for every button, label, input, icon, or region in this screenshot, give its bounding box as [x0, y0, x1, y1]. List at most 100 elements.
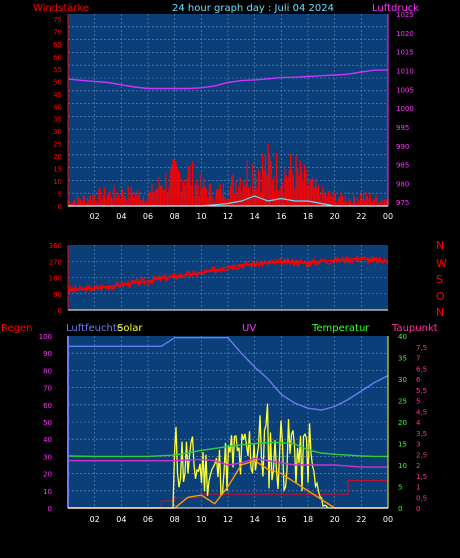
x-tick-label: 22: [356, 212, 366, 221]
dir-letter-n-bottom: N: [436, 306, 444, 319]
wind-y-tick-label: 50: [53, 78, 62, 86]
panel-wind-series: [67, 69, 388, 207]
wind-y-tick-label: 40: [53, 103, 62, 111]
uv-y-tick-label: 1,5: [416, 473, 427, 481]
temperature-y-tick-label: 10: [398, 462, 407, 470]
pressure-y-tick-label: 1025: [396, 11, 414, 19]
panel-direction-series: [67, 253, 389, 294]
dir-letter-s: S: [436, 273, 443, 286]
x-tick-label: 08: [170, 515, 180, 524]
panel-direction-axes: 0 90 180 270 360: [49, 242, 388, 315]
humidity-y-tick-label: 70: [43, 385, 52, 393]
wind-y-tick-label: 70: [53, 28, 62, 36]
pressure-axis-title: Luftdruck: [372, 3, 419, 14]
panel-climate-axes: 0102030405060708090100051015202530354000…: [39, 333, 428, 524]
humidity-y-tick-label: 30: [43, 453, 52, 461]
wind-y-tick-label: 35: [53, 116, 62, 124]
pressure-y-tick-label: 975: [396, 199, 409, 207]
wind-direction-trend: [67, 257, 389, 291]
temperature-y-tick-label: 5: [398, 484, 402, 492]
temperature-y-tick-label: 20: [398, 419, 407, 427]
direction-y-tick-label: 270: [49, 258, 62, 266]
wind-y-tick-label: 45: [53, 91, 62, 99]
wind-y-tick-label: 5: [58, 191, 62, 199]
rain-axis-title: Regen: [1, 323, 33, 334]
panel-climate-grid: [68, 336, 388, 508]
uv-y-tick-label: 7,5: [416, 344, 427, 352]
uv-y-tick-label: 4: [416, 419, 421, 427]
humidity-y-tick-label: 90: [43, 350, 52, 358]
temperature-y-tick-label: 0: [398, 505, 402, 513]
pressure-y-tick-label: 990: [396, 143, 409, 151]
temperature-y-tick-label: 35: [398, 355, 407, 363]
x-tick-label: 02: [90, 212, 100, 221]
uv-y-tick-label: 2: [416, 462, 420, 470]
dir-letter-n-top: N: [436, 239, 444, 252]
pressure-y-tick-label: 985: [396, 162, 409, 170]
wind-y-tick-label: 20: [53, 153, 62, 161]
x-tick-label: 12: [223, 212, 233, 221]
uv-axis-title: UV: [242, 323, 256, 334]
wind-direction-letters: N W S O N: [436, 239, 447, 319]
wind-y-tick-label: 30: [53, 128, 62, 136]
x-tick-label: 18: [303, 515, 313, 524]
wind-y-tick-label: 60: [53, 53, 62, 61]
uv-y-tick-label: 0,5: [416, 494, 427, 502]
pressure-y-tick-label: 1000: [396, 105, 414, 113]
humidity-y-tick-label: 20: [43, 471, 52, 479]
humidity-y-tick-label: 10: [43, 488, 52, 496]
x-tick-label: 16: [276, 515, 286, 524]
wind-axis-title: Windstärke: [33, 3, 89, 14]
uv-y-tick-label: 0: [416, 505, 420, 513]
dewpoint-line: [68, 457, 388, 468]
uv-y-tick-label: 6: [416, 376, 421, 384]
x-tick-label: 00: [383, 515, 393, 524]
direction-y-tick-label: 90: [53, 291, 62, 299]
x-tick-label: 02: [90, 515, 100, 524]
humidity-axis-title: Luftfeuchte: [66, 323, 123, 334]
wind-y-tick-label: 15: [53, 166, 62, 174]
x-tick-label: 14: [250, 212, 260, 221]
wind-y-tick-label: 0: [58, 203, 62, 211]
humidity-y-tick-label: 80: [43, 367, 52, 375]
x-tick-label: 18: [303, 212, 313, 221]
x-tick-label: 00: [383, 212, 393, 221]
uv-y-tick-label: 2,5: [416, 451, 427, 459]
x-tick-label: 04: [116, 515, 126, 524]
pressure-y-tick-label: 1005: [396, 86, 414, 94]
temperature-y-tick-label: 30: [398, 376, 407, 384]
humidity-y-tick-label: 100: [39, 333, 52, 341]
uv-y-tick-label: 5,5: [416, 387, 427, 395]
temperature-y-tick-label: 15: [398, 441, 407, 449]
humidity-y-tick-label: 60: [43, 402, 52, 410]
pressure-y-tick-label: 1010: [396, 67, 414, 75]
wind-y-tick-label: 55: [53, 66, 62, 74]
uv-y-tick-label: 1: [416, 484, 420, 492]
x-tick-label: 20: [330, 212, 340, 221]
dir-letter-w: W: [436, 257, 447, 270]
wind-y-tick-label: 25: [53, 141, 62, 149]
humidity-y-tick-label: 0: [48, 505, 52, 513]
x-tick-label: 10: [196, 515, 206, 524]
humidity-line: [68, 337, 389, 411]
panel-direction-grid: [68, 245, 388, 310]
x-tick-label: 08: [170, 212, 180, 221]
x-tick-label: 06: [143, 515, 153, 524]
pressure-y-tick-label: 995: [396, 124, 409, 132]
x-tick-label: 14: [250, 515, 260, 524]
pressure-y-tick-label: 1020: [396, 30, 414, 38]
uv-y-tick-label: 6,5: [416, 365, 427, 373]
chart-title: 24 hour graph day : Juli 04 2024: [172, 3, 334, 14]
x-tick-label: 04: [116, 212, 126, 221]
humidity-y-tick-label: 40: [43, 436, 52, 444]
direction-y-tick-label: 360: [49, 242, 62, 250]
solar-axis-title: Solar: [117, 323, 143, 334]
uv-y-tick-label: 4,5: [416, 408, 427, 416]
panel-wind-axes: 0510152025303540455055606570759759809859…: [53, 11, 414, 221]
wind-y-tick-label: 75: [53, 16, 62, 24]
temperature-axis-title: Temperatur: [311, 323, 370, 334]
x-tick-label: 06: [143, 212, 153, 221]
x-tick-label: 20: [330, 515, 340, 524]
